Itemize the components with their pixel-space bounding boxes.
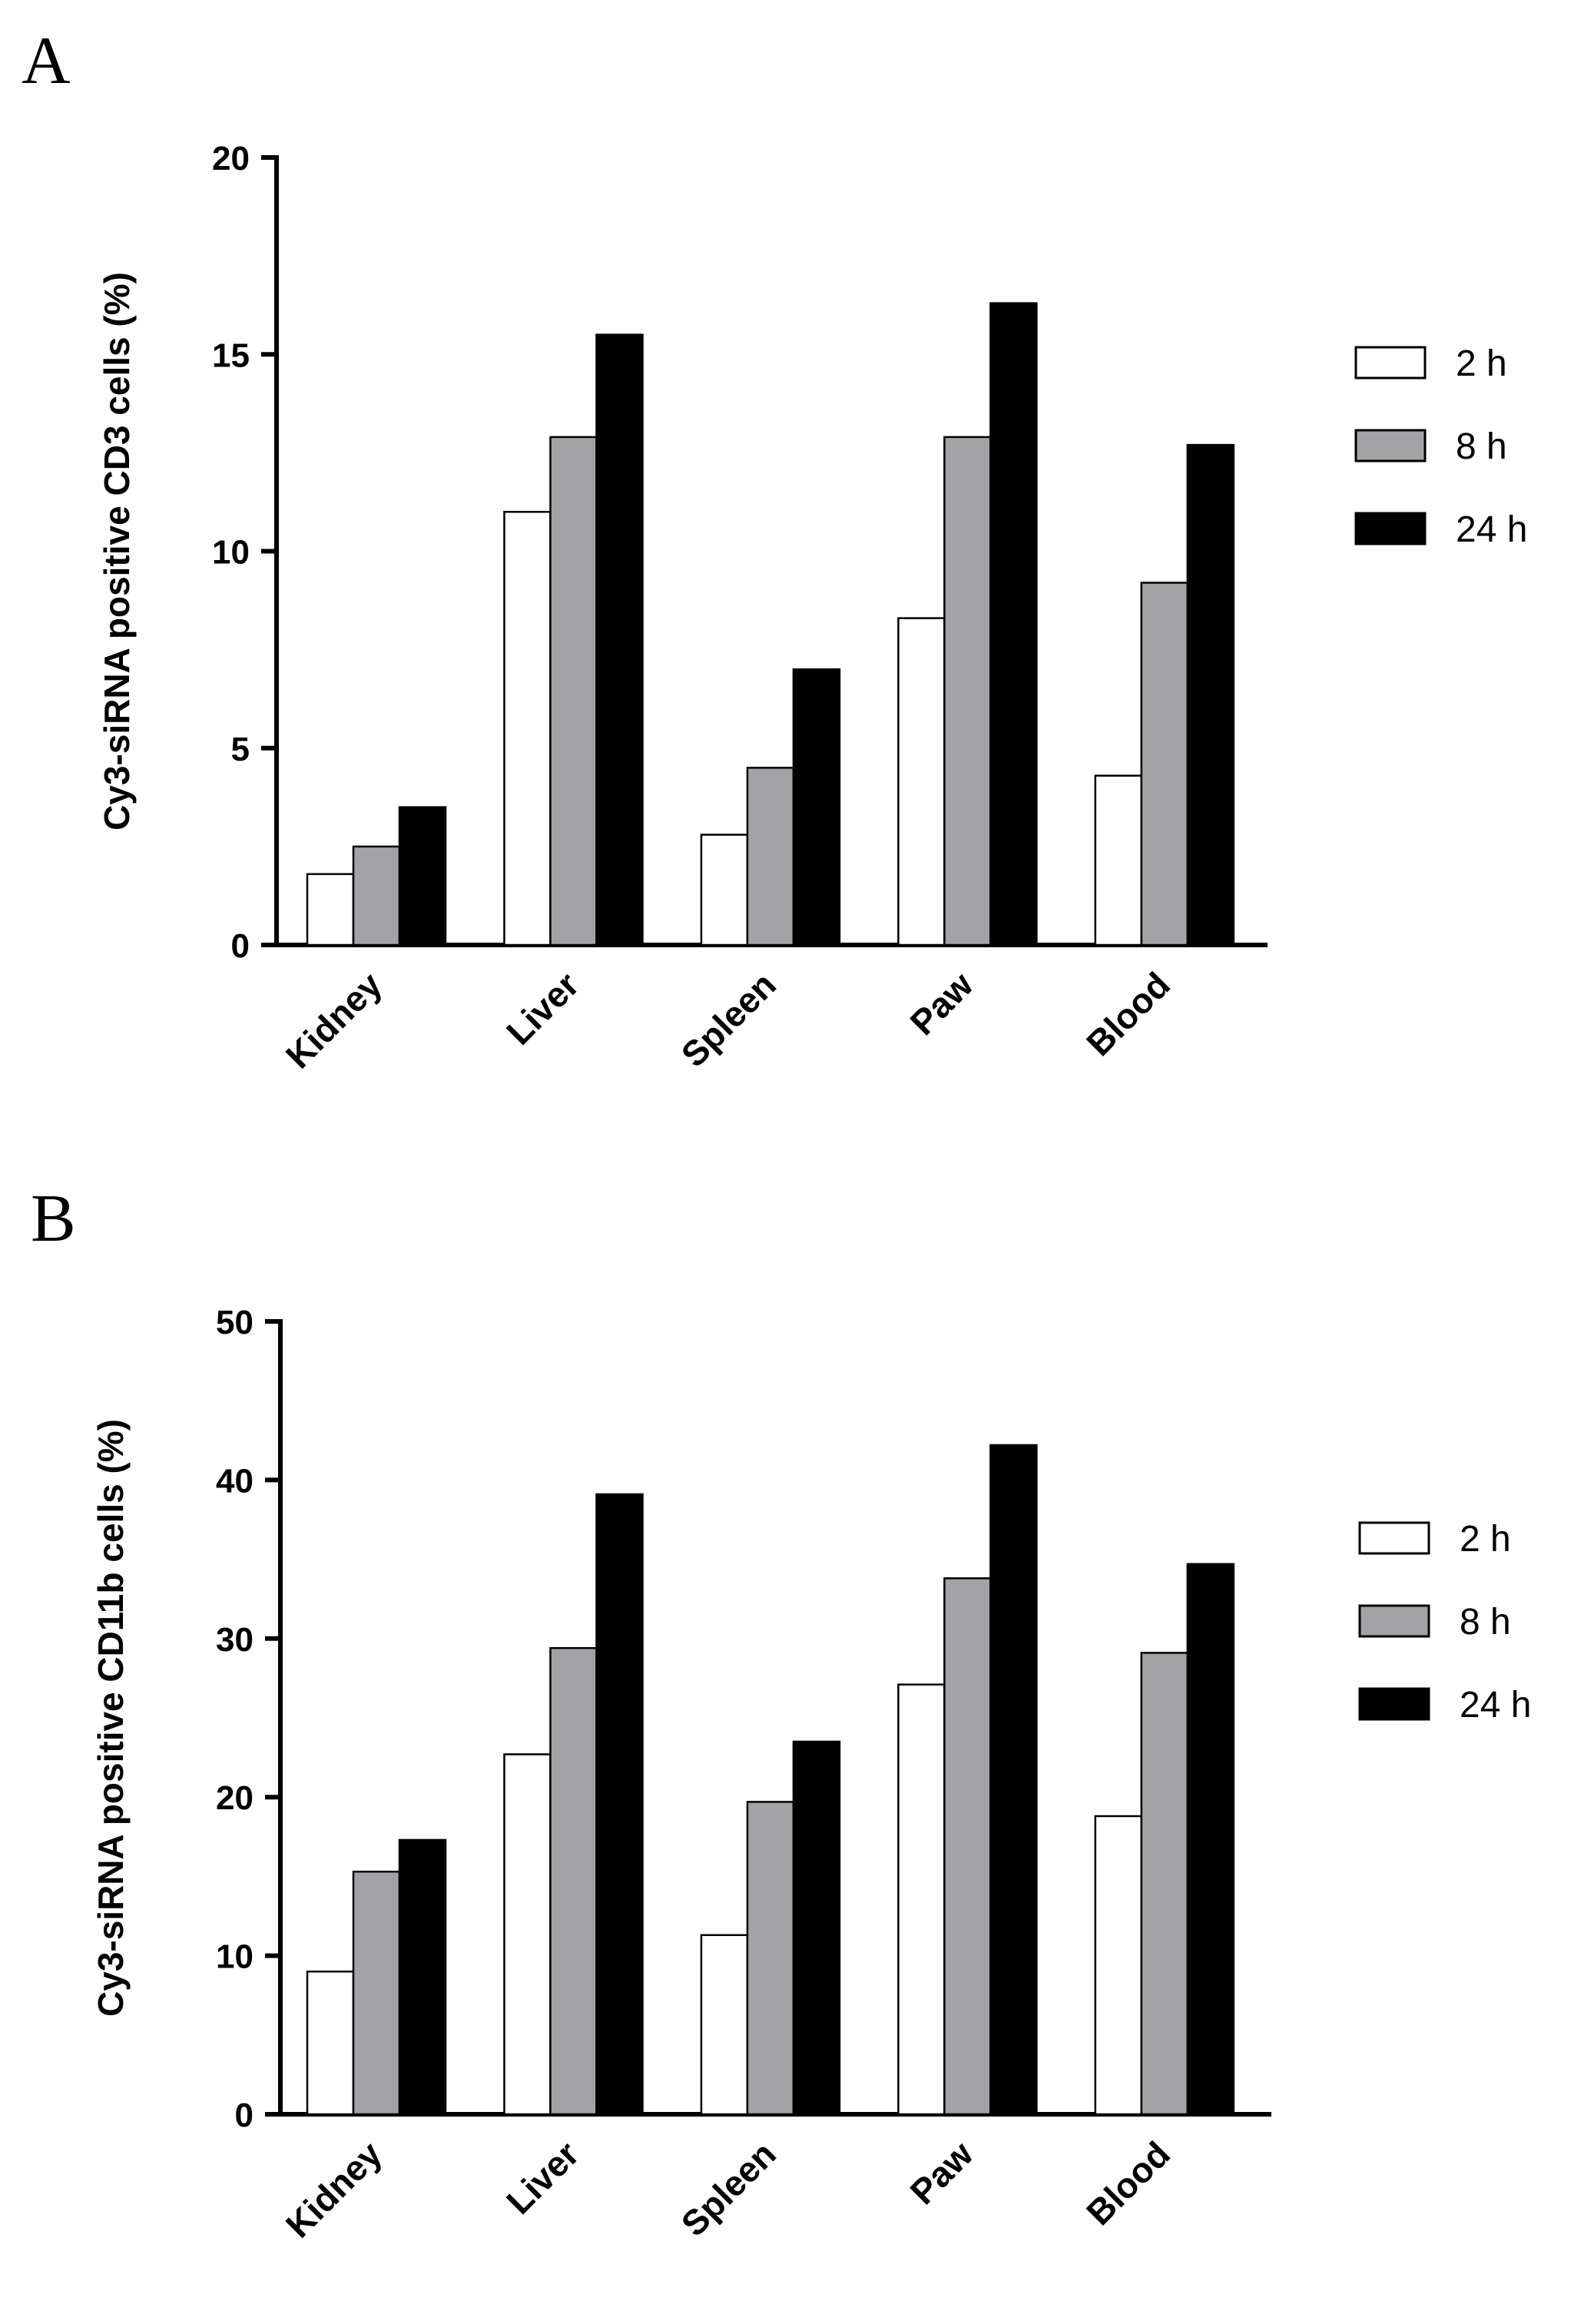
legend-swatch [1354,346,1427,380]
bar-spleen-8h [746,767,795,947]
bar-paw-2h [897,617,946,947]
legend-label: 2 h [1456,343,1507,384]
x-category-label: Liver [499,964,587,1053]
bar-spleen-2h [700,1934,749,2116]
x-category-label: Kidney [278,964,390,1076]
y-tick-label: 10 [216,1938,254,1976]
y-tick-label: 40 [216,1462,254,1500]
bar-spleen-2h [700,834,749,947]
bar-paw-8h [943,436,992,947]
bar-blood-24h [1186,1563,1235,2116]
y-tick-label: 0 [231,927,250,965]
legend-label: 8 h [1456,426,1507,467]
bar-liver-8h [549,1646,598,2116]
bar-liver-24h [595,333,644,947]
bar-kidney-8h [352,1870,401,2116]
x-category-label: Paw [903,2133,981,2212]
bar-paw-2h [897,1683,946,2116]
bar-blood-2h [1094,1815,1143,2116]
legend-swatch [1358,1687,1430,1721]
bar-blood-8h [1140,1652,1189,2116]
bar-spleen-24h [792,1740,841,2116]
legend-label: 8 h [1460,1602,1511,1643]
y-axis-label: Cy3-siRNA positive CD3 cells (%) [97,272,137,830]
bar-paw-8h [943,1577,992,2116]
panel-a: A Cy3-siRNA positive CD3 cells (%) 0 5 10 15 2… [22,24,1527,1076]
y-tick-label: 30 [216,1621,254,1659]
panel-b: B Cy3-siRNA positive CD11b cells (%) 0 10 20… [31,1182,1531,2246]
bar-kidney-24h [398,1838,447,2116]
bar-liver-2h [503,511,552,947]
y-tick-label: 20 [212,140,250,177]
bar-liver-2h [503,1753,552,2116]
y-tick-label: 0 [235,2097,254,2134]
bar-spleen-24h [792,668,841,947]
x-category-label: Spleen [674,964,784,1074]
panel-letter: B [31,1182,76,1256]
legend-swatch [1354,512,1427,545]
bar-blood-2h [1094,774,1143,947]
y-tick-label: 50 [216,1304,254,1341]
legend-label: 24 h [1456,509,1527,550]
bar-kidney-2h [306,1970,355,2116]
legend-label: 24 h [1460,1685,1531,1726]
y-tick-label: 20 [216,1779,254,1817]
x-category-label: Paw [903,964,981,1043]
bar-blood-8h [1140,582,1189,947]
panel-letter: A [22,24,71,98]
bar-blood-24h [1186,443,1235,947]
legend-swatch [1358,1604,1430,1638]
bar-liver-24h [595,1493,644,2116]
x-category-label: Spleen [674,2133,784,2243]
bar-paw-24h [989,302,1038,947]
legend-label: 2 h [1460,1519,1511,1560]
legend-swatch [1354,429,1427,462]
x-category-label: Kidney [278,2133,390,2246]
x-category-label: Blood [1079,2133,1178,2233]
x-category-label: Blood [1079,964,1178,1063]
bar-paw-24h [989,1444,1038,2116]
bar-kidney-24h [398,806,447,947]
y-tick-label: 5 [231,731,250,768]
legend-swatch [1358,1521,1430,1555]
y-tick-label: 10 [212,534,250,572]
y-axis-label: Cy3-siRNA positive CD11b cells (%) [91,1419,131,2017]
bar-kidney-2h [306,873,355,947]
bar-kidney-8h [352,845,401,947]
y-tick-label: 15 [212,336,250,374]
bar-liver-8h [549,436,598,947]
x-category-label: Liver [499,2133,587,2222]
bar-spleen-8h [746,1801,795,2116]
